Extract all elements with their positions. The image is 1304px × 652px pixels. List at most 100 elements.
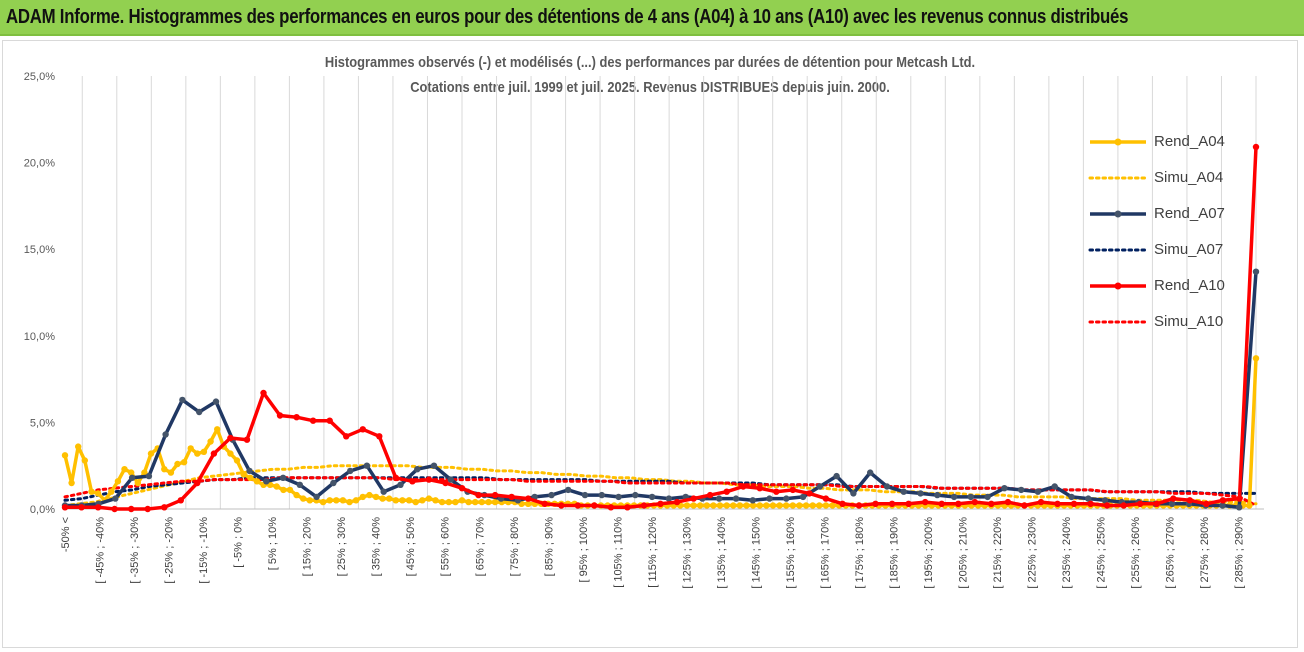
data-point — [458, 485, 466, 492]
data-point — [438, 498, 446, 506]
x-tick-label: [ 95% ; 100% — [578, 517, 590, 583]
x-tick-label: [ 125% ; 130% — [681, 517, 693, 589]
data-point — [276, 412, 284, 419]
x-tick-label: [ 275% ; 280% — [1199, 517, 1211, 589]
data-point — [1087, 500, 1094, 507]
series-Rend_A10 — [61, 143, 1260, 513]
data-point — [1203, 500, 1210, 507]
legend-label: Simu_A10 — [1154, 313, 1224, 330]
series-line — [65, 271, 1258, 510]
data-point — [179, 396, 186, 404]
data-point — [1168, 500, 1176, 507]
data-point — [465, 498, 472, 506]
data-point — [445, 498, 452, 506]
x-tick-label: [ -25% ; -20% — [164, 517, 176, 584]
data-point — [194, 450, 201, 457]
data-point — [1252, 268, 1260, 275]
data-point — [971, 498, 978, 506]
x-tick-label: [ 145% ; 150% — [750, 517, 762, 589]
data-point — [697, 502, 704, 509]
data-point — [300, 495, 307, 502]
legend-swatch — [1090, 282, 1146, 290]
data-point — [485, 498, 492, 506]
data-point — [581, 491, 589, 499]
x-tick-label: [ 215% ; 220% — [992, 517, 1004, 589]
data-point — [867, 469, 874, 476]
data-point — [888, 500, 896, 507]
x-tick-label: [ 255% ; 260% — [1130, 517, 1142, 589]
legend-marker — [1114, 282, 1122, 290]
data-point — [598, 491, 605, 499]
data-point — [855, 502, 863, 509]
data-point — [525, 495, 532, 502]
data-point — [240, 471, 247, 478]
data-point — [984, 493, 991, 501]
data-point — [458, 497, 466, 504]
data-point — [565, 486, 572, 494]
data-point — [802, 502, 810, 509]
y-tick-label: 20,0% — [24, 158, 55, 170]
data-point — [397, 481, 404, 488]
x-tick-label: [ 135% ; 140% — [716, 517, 728, 589]
data-point — [147, 450, 155, 457]
x-tick-label: [ -15% ; -10% — [198, 517, 210, 584]
x-tick-label: [ 285% ; 290% — [1234, 517, 1246, 589]
data-point — [212, 398, 220, 405]
data-point — [1001, 485, 1008, 492]
data-point — [162, 431, 169, 438]
data-point — [475, 491, 482, 499]
data-point — [1018, 486, 1025, 494]
data-point — [442, 479, 449, 487]
data-point — [905, 500, 912, 507]
data-point — [1153, 500, 1161, 507]
data-point — [330, 479, 337, 487]
x-tick-label: [ 185% ; 190% — [889, 517, 901, 589]
x-tick-label: [ 245% ; 250% — [1096, 517, 1108, 589]
data-point — [359, 426, 366, 433]
data-point — [128, 474, 136, 481]
data-point — [789, 486, 796, 494]
data-point — [632, 491, 639, 499]
data-point — [1085, 495, 1092, 502]
chart-title: Histogrammes observés (-) et modélisés (… — [324, 54, 976, 71]
data-point — [1054, 500, 1061, 507]
data-point — [809, 502, 816, 509]
data-point — [380, 488, 387, 495]
data-point — [743, 502, 750, 509]
data-point — [673, 498, 681, 506]
y-axis-ticks: 0,0% 5,0% 10,0% 15,0% 20,0% 25,0% — [24, 71, 55, 516]
data-point — [749, 497, 756, 504]
data-point — [1037, 498, 1045, 506]
data-point — [145, 472, 153, 480]
data-point — [352, 497, 360, 504]
data-point — [452, 498, 459, 506]
report-title: ADAM Informe. Histogrammes des performan… — [6, 6, 1129, 28]
data-point — [683, 502, 691, 509]
x-tick-label: [ 235% ; 240% — [1061, 517, 1073, 589]
y-tick-label: 10,0% — [24, 331, 55, 343]
data-point — [1219, 502, 1226, 509]
data-point — [263, 478, 270, 485]
data-point — [950, 493, 958, 501]
chart-frame — [2, 40, 1298, 648]
data-point — [508, 493, 515, 501]
data-point — [938, 500, 945, 507]
data-point — [872, 500, 879, 507]
y-tick-label: 15,0% — [24, 244, 55, 256]
data-point — [756, 485, 763, 492]
data-point — [326, 417, 333, 424]
data-point — [1246, 502, 1253, 509]
chart-subtitle: Cotations entre juil. 1999 et juil. 2025… — [410, 79, 890, 96]
data-point — [260, 389, 267, 397]
y-tick-label: 25,0% — [24, 71, 55, 83]
x-tick-label: [ 225% ; 230% — [1027, 517, 1039, 589]
x-tick-label: [ 25% ; 30% — [336, 517, 348, 577]
data-point — [796, 502, 803, 509]
data-point — [1137, 500, 1144, 507]
legend-swatch — [1088, 176, 1148, 180]
series-Simu_A04 — [63, 464, 1258, 507]
data-point — [766, 495, 773, 502]
legend-label: Rend_A07 — [1154, 205, 1225, 222]
data-point — [409, 478, 416, 485]
data-point — [227, 450, 234, 457]
